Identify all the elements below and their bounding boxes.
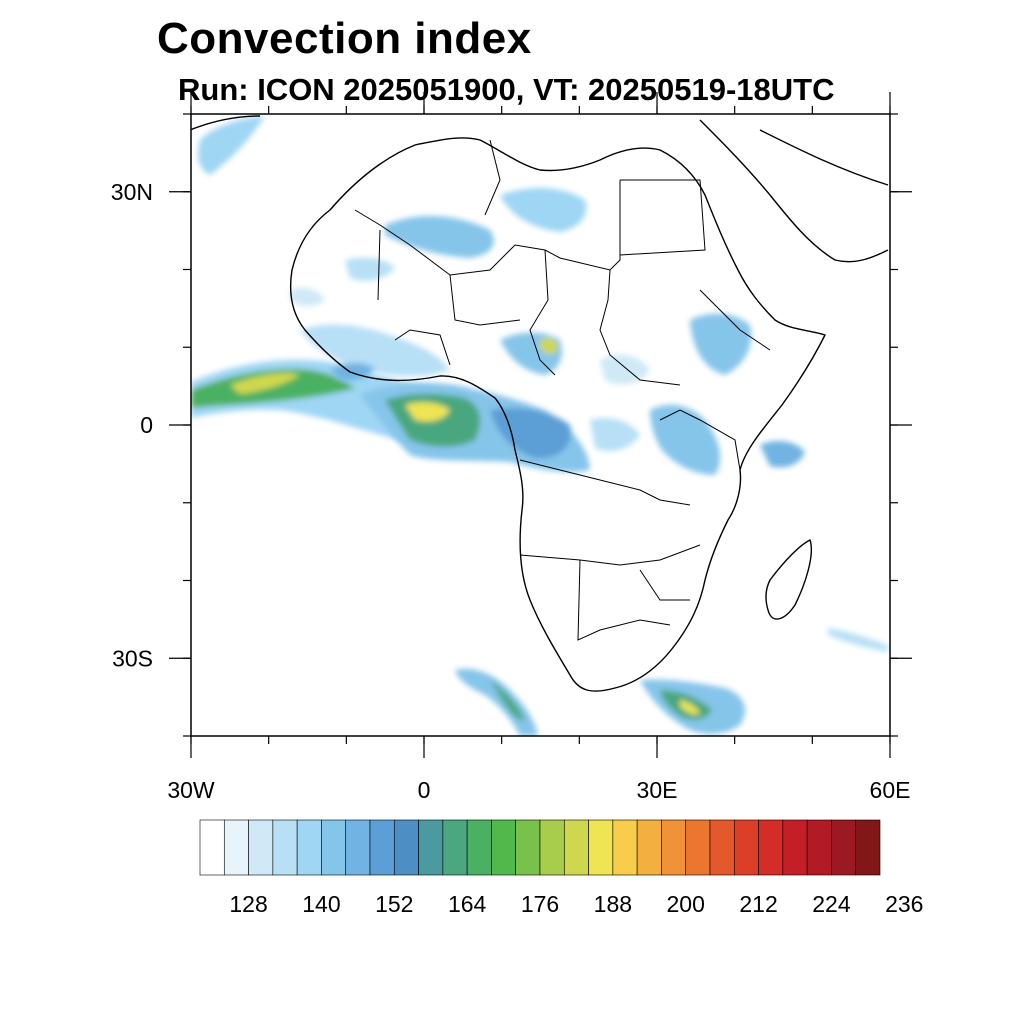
- convection-field: [191, 116, 888, 736]
- colorbar-label: 176: [521, 891, 559, 917]
- x-tick-label: 0: [418, 777, 431, 803]
- y-tick-label: 0: [140, 412, 153, 438]
- colorbar-label: 188: [594, 891, 632, 917]
- colorbar-swatch: [563, 819, 589, 876]
- colorbar-swatch: [661, 819, 687, 876]
- colorbar-label: 140: [302, 891, 340, 917]
- colorbar-swatch: [539, 819, 565, 876]
- coastline: [191, 115, 889, 692]
- colorbar-swatch: [709, 819, 735, 876]
- colorbar-swatch: [321, 819, 347, 876]
- country-borders: [354, 139, 771, 641]
- chart-title: Convection index: [157, 14, 532, 63]
- colorbar-swatch: [466, 819, 492, 876]
- field-gulf-of-guinea: [360, 383, 590, 473]
- colorbar-swatch: [199, 819, 225, 876]
- field-east-africa: [590, 313, 805, 475]
- chart-subtitle: Run: ICON 2025051900, VT: 20250519-18UTC: [178, 72, 835, 107]
- colorbar-swatch: [345, 819, 371, 876]
- axis-ticks: 30W 0 30E 60E 30N 0 30S: [111, 92, 912, 803]
- colorbar-label: 200: [667, 891, 705, 917]
- colorbar-swatch: [758, 819, 784, 876]
- x-tick-label: 30W: [167, 777, 215, 803]
- colorbar-swatch: [223, 819, 249, 876]
- colorbar-swatch: [418, 819, 444, 876]
- colorbar-swatch: [296, 819, 322, 876]
- x-tick-label: 60E: [870, 777, 911, 803]
- y-tick-label: 30S: [112, 645, 153, 671]
- colorbar-swatch: [515, 819, 541, 876]
- colorbar-label: 212: [739, 891, 777, 917]
- field-south-atlantic: [455, 628, 888, 736]
- y-tick-label: 30N: [111, 179, 153, 205]
- colorbar-swatch: [393, 819, 419, 876]
- field-west-africa: [300, 324, 562, 381]
- x-tick-label: 30E: [637, 777, 678, 803]
- colorbar-swatch: [831, 819, 857, 876]
- colorbar-swatch: [855, 819, 881, 876]
- colorbar-swatch: [369, 819, 395, 876]
- colorbar-label: 164: [448, 891, 487, 917]
- colorbar-swatch: [588, 819, 614, 876]
- colorbar-swatch: [782, 819, 808, 876]
- colorbar-swatch: [248, 819, 274, 876]
- colorbar-label: 128: [229, 891, 267, 917]
- colorbar-swatch: [806, 819, 832, 876]
- field-sahara: [198, 116, 587, 306]
- colorbar-swatch: [733, 819, 759, 876]
- colorbar-label: 152: [375, 891, 413, 917]
- colorbar-label: 236: [885, 891, 923, 917]
- colorbar-swatch: [636, 819, 662, 876]
- colorbar-swatch: [612, 819, 638, 876]
- colorbar-swatch: [685, 819, 711, 876]
- colorbar-swatch: [491, 819, 517, 876]
- colorbar-swatch: [442, 819, 468, 876]
- colorbar-label: 224: [812, 891, 851, 917]
- colorbar-swatch: [272, 819, 298, 876]
- colorbar: 128 140 152 164 176 188 200 212 224 236: [199, 819, 923, 917]
